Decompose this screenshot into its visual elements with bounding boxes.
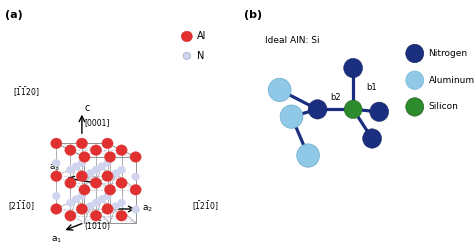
Circle shape bbox=[92, 199, 100, 206]
Circle shape bbox=[112, 202, 119, 210]
Circle shape bbox=[132, 173, 139, 180]
Circle shape bbox=[76, 204, 88, 214]
Circle shape bbox=[51, 138, 62, 149]
Text: Silicon: Silicon bbox=[428, 102, 458, 112]
Circle shape bbox=[76, 171, 88, 182]
Circle shape bbox=[66, 166, 74, 174]
Circle shape bbox=[102, 171, 113, 182]
Circle shape bbox=[104, 152, 116, 162]
Circle shape bbox=[106, 173, 114, 180]
Circle shape bbox=[86, 170, 94, 177]
Circle shape bbox=[308, 100, 327, 119]
Circle shape bbox=[406, 44, 424, 63]
Text: c: c bbox=[84, 103, 90, 113]
Circle shape bbox=[81, 173, 88, 180]
Circle shape bbox=[183, 52, 191, 60]
Circle shape bbox=[73, 163, 80, 170]
Circle shape bbox=[91, 145, 101, 156]
Circle shape bbox=[91, 178, 101, 188]
Text: N: N bbox=[197, 51, 204, 61]
Circle shape bbox=[116, 210, 127, 221]
Circle shape bbox=[344, 100, 362, 119]
Circle shape bbox=[73, 196, 80, 203]
Circle shape bbox=[132, 206, 139, 213]
Text: [0001]: [0001] bbox=[84, 118, 110, 127]
Circle shape bbox=[79, 152, 90, 162]
Circle shape bbox=[118, 199, 126, 206]
Text: Nitrogen: Nitrogen bbox=[428, 49, 468, 58]
Circle shape bbox=[130, 184, 141, 195]
Circle shape bbox=[66, 199, 74, 206]
Text: Aluminum: Aluminum bbox=[428, 76, 474, 85]
Circle shape bbox=[98, 196, 106, 203]
Text: a$_1$: a$_1$ bbox=[51, 235, 62, 243]
Text: b1: b1 bbox=[366, 83, 377, 92]
Circle shape bbox=[116, 178, 127, 188]
Circle shape bbox=[98, 163, 106, 170]
Circle shape bbox=[344, 58, 363, 78]
Circle shape bbox=[91, 210, 101, 221]
Circle shape bbox=[79, 184, 90, 195]
Circle shape bbox=[65, 178, 76, 188]
Circle shape bbox=[102, 204, 113, 214]
Text: Al: Al bbox=[197, 31, 206, 42]
Circle shape bbox=[86, 202, 94, 210]
Circle shape bbox=[51, 204, 62, 214]
Circle shape bbox=[53, 192, 60, 200]
Circle shape bbox=[116, 145, 127, 156]
Text: b2: b2 bbox=[330, 93, 341, 102]
Circle shape bbox=[406, 71, 424, 89]
Circle shape bbox=[130, 152, 141, 162]
Circle shape bbox=[370, 102, 389, 122]
Text: (b): (b) bbox=[244, 10, 262, 20]
Circle shape bbox=[104, 159, 111, 167]
Circle shape bbox=[112, 170, 119, 177]
Text: [2$\bar{1}\bar{1}$0]: [2$\bar{1}\bar{1}$0] bbox=[8, 200, 35, 213]
Circle shape bbox=[92, 166, 100, 174]
Circle shape bbox=[53, 159, 60, 167]
Text: Ideal AlN: Si: Ideal AlN: Si bbox=[265, 36, 320, 45]
Circle shape bbox=[104, 192, 111, 200]
Circle shape bbox=[78, 159, 86, 167]
Circle shape bbox=[76, 138, 88, 149]
Circle shape bbox=[104, 184, 116, 195]
Circle shape bbox=[65, 145, 76, 156]
Text: [$\bar{1}$2$\bar{1}$0]: [$\bar{1}$2$\bar{1}$0] bbox=[192, 200, 219, 213]
Text: a$_2$: a$_2$ bbox=[142, 204, 153, 214]
Circle shape bbox=[81, 206, 88, 213]
Circle shape bbox=[102, 138, 113, 149]
Circle shape bbox=[280, 105, 303, 128]
Circle shape bbox=[118, 166, 126, 174]
Circle shape bbox=[78, 192, 86, 200]
Text: (a): (a) bbox=[5, 10, 23, 20]
Circle shape bbox=[51, 171, 62, 182]
Circle shape bbox=[406, 98, 424, 116]
Circle shape bbox=[106, 206, 114, 213]
Circle shape bbox=[363, 129, 382, 148]
Circle shape bbox=[65, 210, 76, 221]
Text: a$_3$: a$_3$ bbox=[49, 162, 60, 173]
Circle shape bbox=[181, 31, 192, 42]
Circle shape bbox=[297, 144, 319, 167]
Text: (10$\bar{1}$0): (10$\bar{1}$0) bbox=[84, 219, 110, 233]
Circle shape bbox=[268, 78, 291, 102]
Text: [$\bar{1}\bar{1}$20]: [$\bar{1}\bar{1}$20] bbox=[13, 86, 39, 99]
